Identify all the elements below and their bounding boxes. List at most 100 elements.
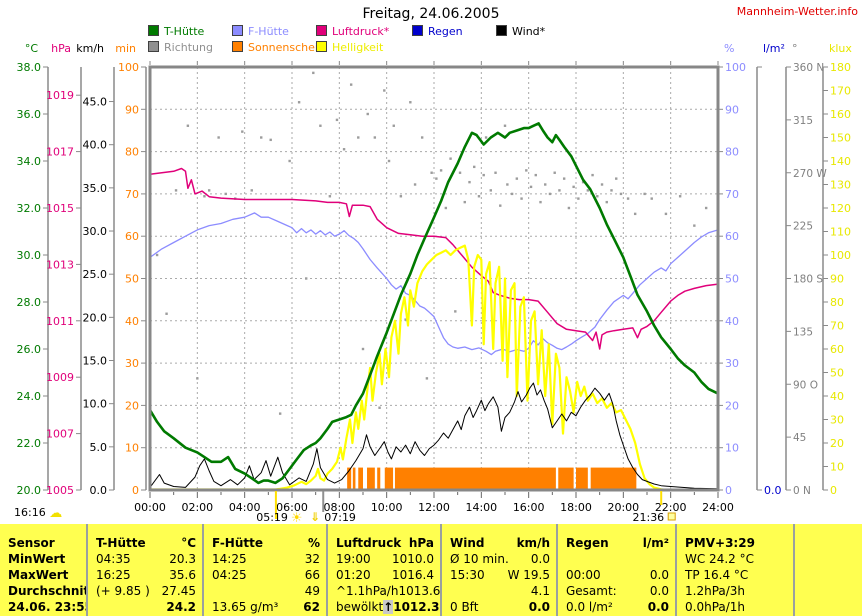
axis-label: 270 W bbox=[793, 168, 827, 180]
axis-label: 24.0 bbox=[17, 390, 42, 403]
table-row: 04:35 20.3 bbox=[88, 551, 202, 567]
table-cell-label: 1.2hPa/3h bbox=[685, 584, 746, 598]
table-cell-value: 24.2 bbox=[166, 600, 196, 614]
direction-dot bbox=[297, 101, 301, 104]
table-row: Gesamt: 0.0 bbox=[558, 583, 675, 599]
table-cell-value: ↑1012.3 bbox=[383, 600, 440, 614]
axis-label: 90 bbox=[830, 273, 844, 286]
table-cell-value: 35.6 bbox=[169, 568, 196, 582]
axis-label: 1013 bbox=[46, 258, 74, 271]
axis-label: 100 bbox=[830, 249, 851, 262]
cloud-icon: ☁ bbox=[49, 506, 63, 521]
direction-dot bbox=[269, 138, 272, 142]
sunshine-bar bbox=[352, 467, 356, 491]
table-cell-value: l/m² bbox=[642, 536, 669, 550]
table-cell-value: 62 bbox=[303, 600, 320, 614]
direction-dot bbox=[174, 189, 178, 192]
table-cell-label: PMV+3:29 bbox=[685, 536, 755, 550]
axis-label: 14:00 bbox=[465, 501, 497, 514]
axis-label: km/h bbox=[76, 42, 104, 55]
axis-label: 28.0 bbox=[17, 296, 42, 309]
axis-label: 90 O bbox=[793, 379, 818, 391]
direction-dot bbox=[586, 189, 590, 192]
table-cell-label: 0.0 l/m² bbox=[566, 600, 613, 614]
axis-label: 20 bbox=[830, 437, 844, 450]
update-time: 16:16 ☁ bbox=[14, 506, 63, 521]
table-row: Luftdruck hPa bbox=[328, 535, 440, 551]
table-cell-label: Ø 10 min. bbox=[450, 552, 509, 566]
table-row: 4.1 bbox=[442, 583, 556, 599]
site-link[interactable]: Mannheim-Wetter.info bbox=[736, 5, 858, 18]
direction-dot bbox=[260, 136, 263, 139]
table-row bbox=[558, 551, 675, 567]
axis-label: 40 bbox=[830, 390, 844, 403]
legend-item-f-huette: F-Hütte bbox=[232, 25, 289, 38]
table-cell-value: 0.0 bbox=[649, 568, 669, 582]
table-row: 14:25 32 bbox=[204, 551, 326, 567]
direction-dot bbox=[534, 173, 537, 177]
axis-label: 36.0 bbox=[17, 108, 42, 121]
direction-dot bbox=[425, 377, 429, 380]
table-row: MaxWert bbox=[0, 567, 86, 583]
table-row: 49 bbox=[204, 583, 326, 599]
table-cell-label: bewölkt bbox=[336, 600, 384, 614]
direction-dot bbox=[489, 189, 492, 192]
sunshine-bar bbox=[347, 467, 352, 491]
axis-label: 225 bbox=[793, 221, 813, 233]
axis-label: 0 bbox=[725, 484, 732, 497]
table-cell-label: MaxWert bbox=[8, 568, 69, 582]
sunrise-icon: ☀ bbox=[291, 511, 303, 524]
page-title: Freitag, 24.06.2005 bbox=[362, 6, 500, 22]
table-cell-label: 0.0hPa/1h bbox=[685, 600, 746, 614]
direction-dot bbox=[633, 212, 637, 216]
direction-dot bbox=[664, 212, 668, 216]
axis-label: 30 bbox=[830, 414, 844, 427]
axis-label: 26.0 bbox=[17, 343, 42, 356]
table-row: TP 16.4 °C bbox=[677, 567, 793, 583]
table-cell-value: hPa bbox=[408, 536, 434, 550]
axis-label: 110 bbox=[830, 226, 851, 239]
table-col: Luftdruck hPa 19:00 1010.0 01:20 1016.4 ^1.1hP… bbox=[328, 524, 442, 616]
table-row: 13.65 g/m³ 62 bbox=[204, 599, 326, 615]
table-cell-value: % bbox=[307, 536, 320, 550]
direction-dot bbox=[413, 183, 417, 186]
direction-dot bbox=[506, 183, 509, 186]
table-row: 1.2hPa/3h bbox=[677, 583, 793, 599]
direction-dot bbox=[553, 171, 556, 174]
legend-item-regen: Regen bbox=[412, 25, 463, 38]
axis-label: l/m² bbox=[763, 42, 785, 55]
axis-label: 25.0 bbox=[83, 268, 108, 281]
table-col: F-Hütte% 14:25 32 04:25 66 49 13.65 g/m³ 62 bbox=[204, 524, 328, 616]
table-row: (+ 9.85 ) 27.45 bbox=[88, 583, 202, 599]
direction-dot bbox=[387, 159, 391, 163]
axis-label: 1007 bbox=[46, 428, 74, 441]
table-row: ^1.1hPa/h 1013.6 bbox=[328, 583, 440, 599]
sunshine-bar bbox=[576, 467, 588, 491]
direction-dot bbox=[373, 136, 377, 139]
axis-label: ° bbox=[792, 42, 798, 55]
helligkeit-swatch-icon bbox=[316, 41, 327, 52]
direction-dot bbox=[312, 71, 315, 75]
axis-label: 80 bbox=[725, 146, 739, 159]
wind-swatch-icon bbox=[496, 25, 507, 36]
statistics-table: Sensor MinWert MaxWert Durchschnitt 24.06. 2… bbox=[0, 524, 862, 616]
axis-label: 50 bbox=[125, 273, 139, 286]
axis-label: 60 bbox=[830, 343, 844, 356]
table-cell-label: Sensor bbox=[8, 536, 55, 550]
axis-label: 06:00 bbox=[276, 501, 308, 514]
table-col bbox=[795, 524, 862, 616]
legend-item-wind: Wind* bbox=[496, 25, 545, 38]
axis-label: 00:00 bbox=[134, 501, 166, 514]
axis-label: 1019 bbox=[46, 89, 74, 102]
legend-item-luftdruck: Luftdruck* bbox=[316, 25, 389, 38]
f-huette-swatch-icon bbox=[232, 25, 243, 36]
direction-dot bbox=[392, 124, 395, 127]
direction-dot bbox=[196, 377, 199, 380]
axis-label: 40.0 bbox=[83, 139, 108, 152]
direction-dot bbox=[539, 200, 542, 204]
table-cell-value: 49 bbox=[304, 584, 320, 598]
axis-label: 70 bbox=[830, 320, 844, 333]
direction-dot bbox=[525, 169, 528, 172]
legend-item-helligkeit: Helligkeit bbox=[316, 41, 383, 54]
table-cell-label: 13.65 g/m³ bbox=[212, 600, 279, 614]
